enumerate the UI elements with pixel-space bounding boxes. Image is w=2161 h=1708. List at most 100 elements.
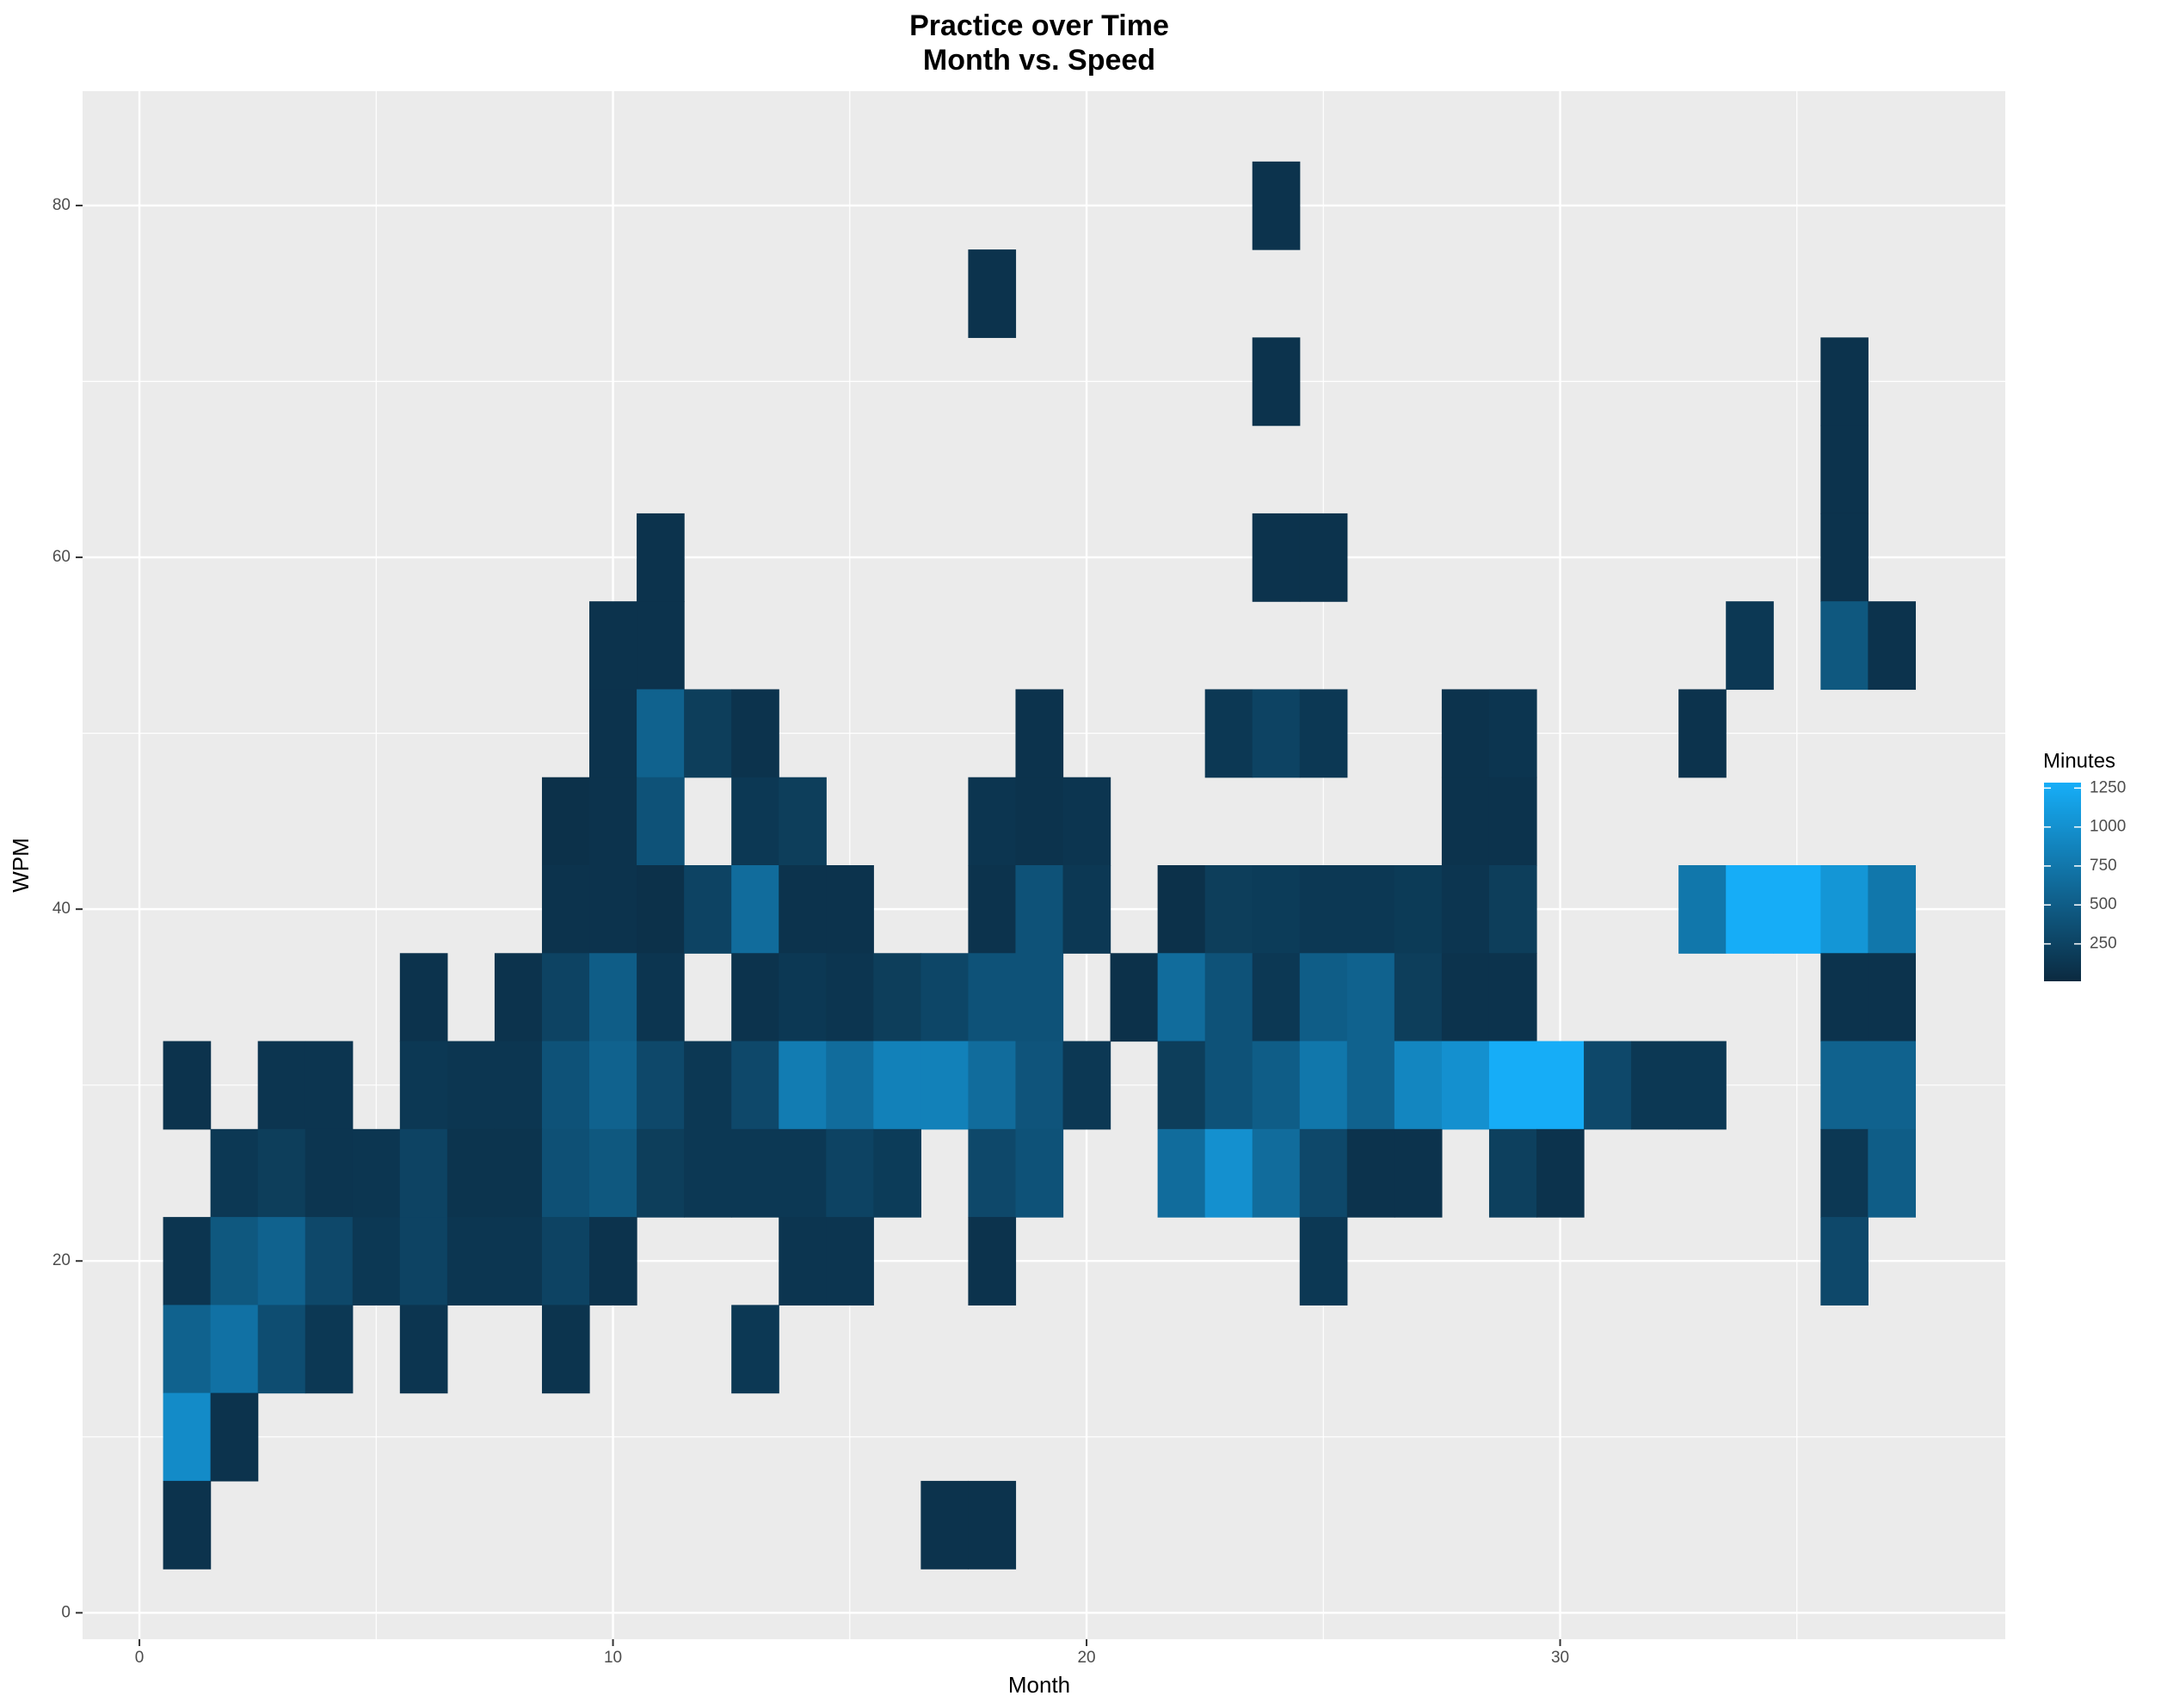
- tile: [1015, 777, 1064, 866]
- tile: [1868, 865, 1917, 954]
- x-tick-label: 20: [1077, 1649, 1095, 1667]
- legend-label: 500: [2090, 895, 2117, 913]
- tile: [257, 1305, 306, 1394]
- tile: [1157, 1041, 1206, 1130]
- tile: [1488, 865, 1537, 954]
- tile: [1488, 1128, 1537, 1218]
- tile: [1299, 953, 1348, 1042]
- tile: [1062, 777, 1111, 866]
- tile: [637, 601, 685, 691]
- tile: [1062, 1041, 1111, 1130]
- tile: [541, 1128, 590, 1218]
- tile: [1252, 513, 1301, 602]
- tile: [731, 865, 779, 954]
- tile: [1488, 689, 1537, 778]
- tile: [1631, 1041, 1679, 1130]
- tile: [1678, 865, 1727, 954]
- tile: [637, 865, 685, 954]
- tile: [589, 777, 637, 866]
- tile: [1299, 1217, 1348, 1306]
- tile: [1441, 953, 1490, 1042]
- tile: [541, 1041, 590, 1130]
- x-tick-label: 30: [1551, 1649, 1569, 1667]
- tile: [399, 1305, 448, 1394]
- tile: [1726, 865, 1774, 954]
- tile: [1299, 513, 1348, 602]
- tile: [731, 1128, 779, 1218]
- chart-subtitle: Month vs. Speed: [923, 44, 1155, 77]
- tile: [779, 1041, 827, 1130]
- tile: [541, 1305, 590, 1394]
- tile: [210, 1128, 259, 1218]
- tile: [1346, 1041, 1395, 1130]
- tile: [399, 1041, 448, 1130]
- tile: [163, 1041, 212, 1130]
- tile: [1678, 1041, 1727, 1130]
- tile: [399, 1217, 448, 1306]
- tile: [1820, 953, 1869, 1042]
- tile: [1157, 865, 1206, 954]
- tile: [257, 1128, 306, 1218]
- tile: [1346, 953, 1395, 1042]
- tile: [1252, 865, 1301, 954]
- tile: [163, 1305, 212, 1394]
- tile: [1536, 1041, 1585, 1130]
- tile: [920, 953, 970, 1042]
- tile: [1394, 865, 1443, 954]
- tile: [1110, 953, 1159, 1042]
- tile: [637, 689, 685, 778]
- tile: [1299, 1041, 1348, 1130]
- tile: [589, 1128, 637, 1218]
- tile: [1820, 1217, 1869, 1306]
- tile: [968, 1128, 1017, 1218]
- tile: [968, 953, 1017, 1042]
- tile: [541, 865, 590, 954]
- tile: [731, 1305, 779, 1394]
- tile: [637, 777, 685, 866]
- y-tick-label: 20: [52, 1251, 71, 1269]
- tile: [920, 1041, 970, 1130]
- tile: [1820, 601, 1869, 691]
- y-tick-label: 0: [61, 1603, 71, 1621]
- tile: [541, 953, 590, 1042]
- tile: [1157, 1128, 1206, 1218]
- tile: [1584, 1041, 1632, 1130]
- tile: [1204, 865, 1253, 954]
- tile: [684, 1128, 732, 1218]
- tile: [1204, 953, 1253, 1042]
- tile: [1868, 953, 1917, 1042]
- tile: [731, 953, 779, 1042]
- tile: [637, 513, 685, 602]
- legend-label: 250: [2090, 935, 2117, 953]
- tile: [1488, 1041, 1537, 1130]
- tile: [399, 1128, 448, 1218]
- tile: [210, 1217, 259, 1306]
- tile: [1299, 865, 1348, 954]
- tile: [1820, 865, 1869, 954]
- tile: [920, 1480, 970, 1570]
- tile: [637, 953, 685, 1042]
- legend-label: 1000: [2090, 818, 2126, 836]
- tile: [305, 1305, 354, 1394]
- tile: [446, 1217, 496, 1306]
- tile: [305, 1217, 354, 1306]
- tile: [826, 1217, 874, 1306]
- tile: [1252, 1041, 1301, 1130]
- tile: [968, 1480, 1017, 1570]
- tile: [1204, 1041, 1253, 1130]
- tile: [873, 1128, 921, 1218]
- tile: [1488, 777, 1537, 866]
- tile: [684, 689, 732, 778]
- tile: [873, 953, 921, 1042]
- tile: [1252, 337, 1301, 427]
- tile: [589, 601, 637, 691]
- tile: [1015, 1128, 1064, 1218]
- colorbar: [2044, 783, 2081, 981]
- tile: [1394, 1041, 1443, 1130]
- tile: [968, 1217, 1017, 1306]
- tile: [589, 865, 637, 954]
- tile: [589, 1041, 637, 1130]
- tile: [1536, 1128, 1585, 1218]
- tile: [257, 1217, 306, 1306]
- tile: [779, 777, 827, 866]
